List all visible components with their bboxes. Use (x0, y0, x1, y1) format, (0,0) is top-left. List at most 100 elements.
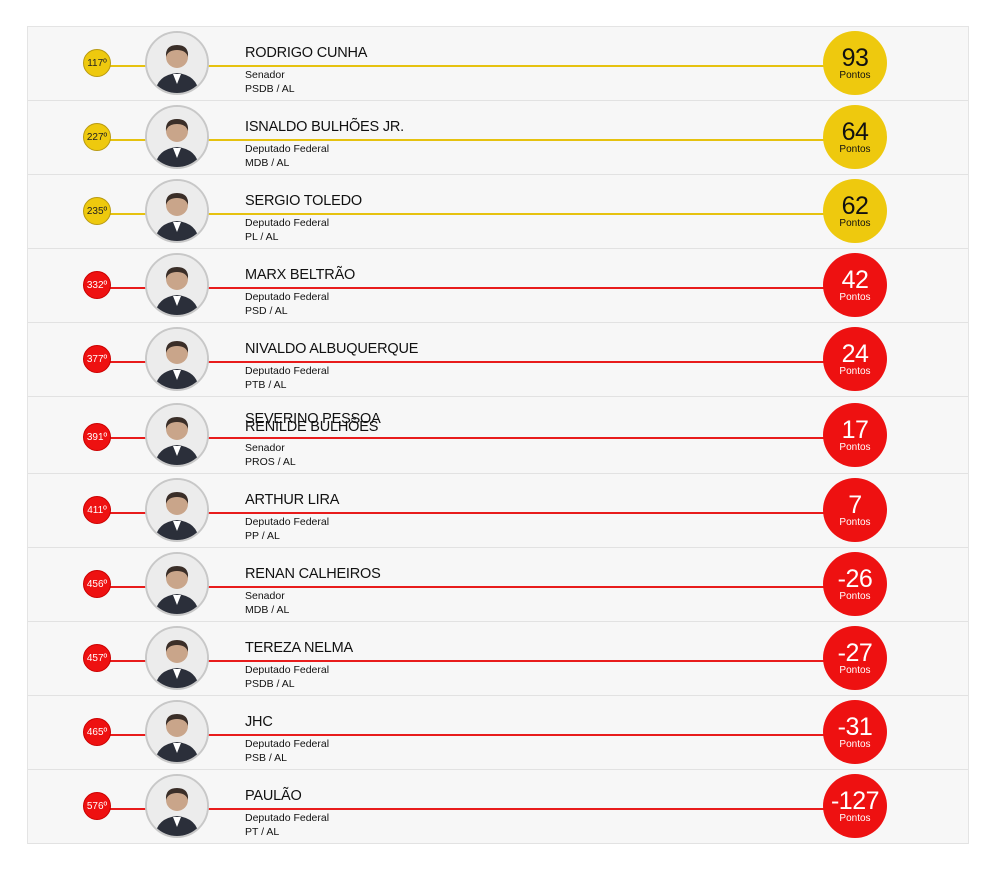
ranking-row[interactable]: 576º PAULÃO Deputado Federal PT / AL -12… (28, 770, 968, 844)
score-badge: -31 Pontos (823, 700, 887, 764)
ranking-list: 117º RODRIGO CUNHA Senador PSDB / AL 93 … (27, 26, 969, 844)
rank-badge: 576º (83, 792, 111, 820)
score-unit: Pontos (839, 441, 871, 453)
score-value: 62 (841, 191, 869, 220)
avatar[interactable] (145, 552, 209, 616)
score-line (97, 512, 857, 514)
score-value: -27 (837, 638, 873, 667)
ranking-row[interactable]: 456º RENAN CALHEIROS Senador MDB / AL -2… (28, 548, 968, 622)
score-value: 24 (841, 339, 869, 368)
avatar[interactable] (145, 478, 209, 542)
politician-role: Deputado Federal (245, 516, 330, 528)
ranking-row[interactable]: 465º JHC Deputado Federal PSB / AL -31 P… (28, 696, 968, 770)
politician-name[interactable]: RODRIGO CUNHA (245, 45, 368, 61)
politician-party: PROS / AL (245, 456, 296, 468)
score-value: 17 (841, 415, 869, 444)
politician-name[interactable]: TEREZA NELMA (245, 640, 353, 656)
score-value: -26 (837, 564, 873, 593)
avatar[interactable] (145, 179, 209, 243)
politician-party: PSD / AL (245, 305, 288, 317)
score-badge: -26 Pontos (823, 552, 887, 616)
avatar[interactable] (145, 31, 209, 95)
ranking-row[interactable]: 235º SERGIO TOLEDO Deputado Federal PL /… (28, 175, 968, 249)
portrait-icon (147, 107, 207, 167)
score-unit: Pontos (839, 217, 871, 229)
ranking-row[interactable]: 117º RODRIGO CUNHA Senador PSDB / AL 93 … (28, 27, 968, 101)
score-line (97, 287, 857, 289)
ranking-row[interactable]: 377º NIVALDO ALBUQUERQUE Deputado Federa… (28, 323, 968, 397)
rank-badge: 456º (83, 570, 111, 598)
avatar[interactable] (145, 626, 209, 690)
score-value: -31 (837, 712, 873, 741)
ranking-row[interactable]: 332º MARX BELTRÃO Deputado Federal PSD /… (28, 249, 968, 323)
score-badge: 93 Pontos (823, 31, 887, 95)
rank-badge: 391º (83, 423, 111, 451)
score-line (97, 586, 857, 588)
politician-role: Deputado Federal (245, 143, 330, 155)
rank-badge: 332º (83, 271, 111, 299)
score-badge: 64 Pontos (823, 105, 887, 169)
avatar[interactable] (145, 105, 209, 169)
score-line (97, 808, 857, 810)
score-value: 7 (848, 490, 862, 519)
politician-name[interactable]: PAULÃO (245, 788, 302, 804)
portrait-icon (147, 405, 207, 465)
ranking-row[interactable]: 391º SEVERINO PESSOA RENILDE BULHÕES Sen… (28, 397, 968, 474)
politician-name[interactable]: ARTHUR LIRA (245, 492, 340, 508)
politician-party: PSDB / AL (245, 83, 295, 95)
portrait-icon (147, 554, 207, 614)
ranking-row[interactable]: 411º ARTHUR LIRA Deputado Federal PP / A… (28, 474, 968, 548)
politician-party: PTB / AL (245, 379, 287, 391)
overlapping-name: SEVERINO PESSOA (245, 411, 381, 427)
rank-badge: 411º (83, 496, 111, 524)
politician-role: Deputado Federal (245, 291, 330, 303)
politician-party: PL / AL (245, 231, 279, 243)
portrait-icon (147, 628, 207, 688)
avatar[interactable] (145, 700, 209, 764)
avatar[interactable] (145, 774, 209, 838)
politician-party: MDB / AL (245, 157, 290, 169)
politician-name[interactable]: JHC (245, 714, 273, 730)
politician-name[interactable]: RENILDE BULHÕES (245, 419, 379, 435)
politician-name[interactable]: NIVALDO ALBUQUERQUE (245, 341, 419, 357)
politician-party: PT / AL (245, 826, 280, 838)
score-line (97, 361, 857, 363)
politician-party: PSB / AL (245, 752, 288, 764)
score-line (97, 139, 857, 141)
score-line (97, 213, 857, 215)
score-badge: 24 Pontos (823, 327, 887, 391)
portrait-icon (147, 776, 207, 836)
portrait-icon (147, 702, 207, 762)
score-unit: Pontos (839, 291, 871, 303)
score-value: 42 (841, 265, 869, 294)
politician-name[interactable]: SERGIO TOLEDO (245, 193, 362, 209)
portrait-icon (147, 329, 207, 389)
avatar[interactable] (145, 327, 209, 391)
politician-party: PP / AL (245, 530, 280, 542)
rank-badge: 117º (83, 49, 111, 77)
ranking-row[interactable]: 227º ISNALDO BULHÕES JR. Deputado Federa… (28, 101, 968, 175)
politician-role: Senador (245, 442, 285, 454)
score-unit: Pontos (839, 143, 871, 155)
portrait-icon (147, 33, 207, 93)
rank-badge: 377º (83, 345, 111, 373)
portrait-icon (147, 255, 207, 315)
politician-party: MDB / AL (245, 604, 290, 616)
avatar[interactable] (145, 253, 209, 317)
politician-name[interactable]: RENAN CALHEIROS (245, 566, 381, 582)
portrait-icon (147, 480, 207, 540)
politician-name[interactable]: ISNALDO BULHÕES JR. (245, 119, 404, 135)
score-badge: 42 Pontos (823, 253, 887, 317)
avatar[interactable] (145, 403, 209, 467)
politician-role: Deputado Federal (245, 812, 330, 824)
score-badge: -127 Pontos (823, 774, 887, 838)
score-line (97, 734, 857, 736)
score-value: 64 (841, 117, 869, 146)
ranking-row[interactable]: 457º TEREZA NELMA Deputado Federal PSDB … (28, 622, 968, 696)
score-unit: Pontos (839, 590, 871, 602)
politician-name[interactable]: MARX BELTRÃO (245, 267, 356, 283)
rank-badge: 457º (83, 644, 111, 672)
score-value: 93 (841, 43, 869, 72)
politician-role: Deputado Federal (245, 664, 330, 676)
score-unit: Pontos (839, 365, 871, 377)
